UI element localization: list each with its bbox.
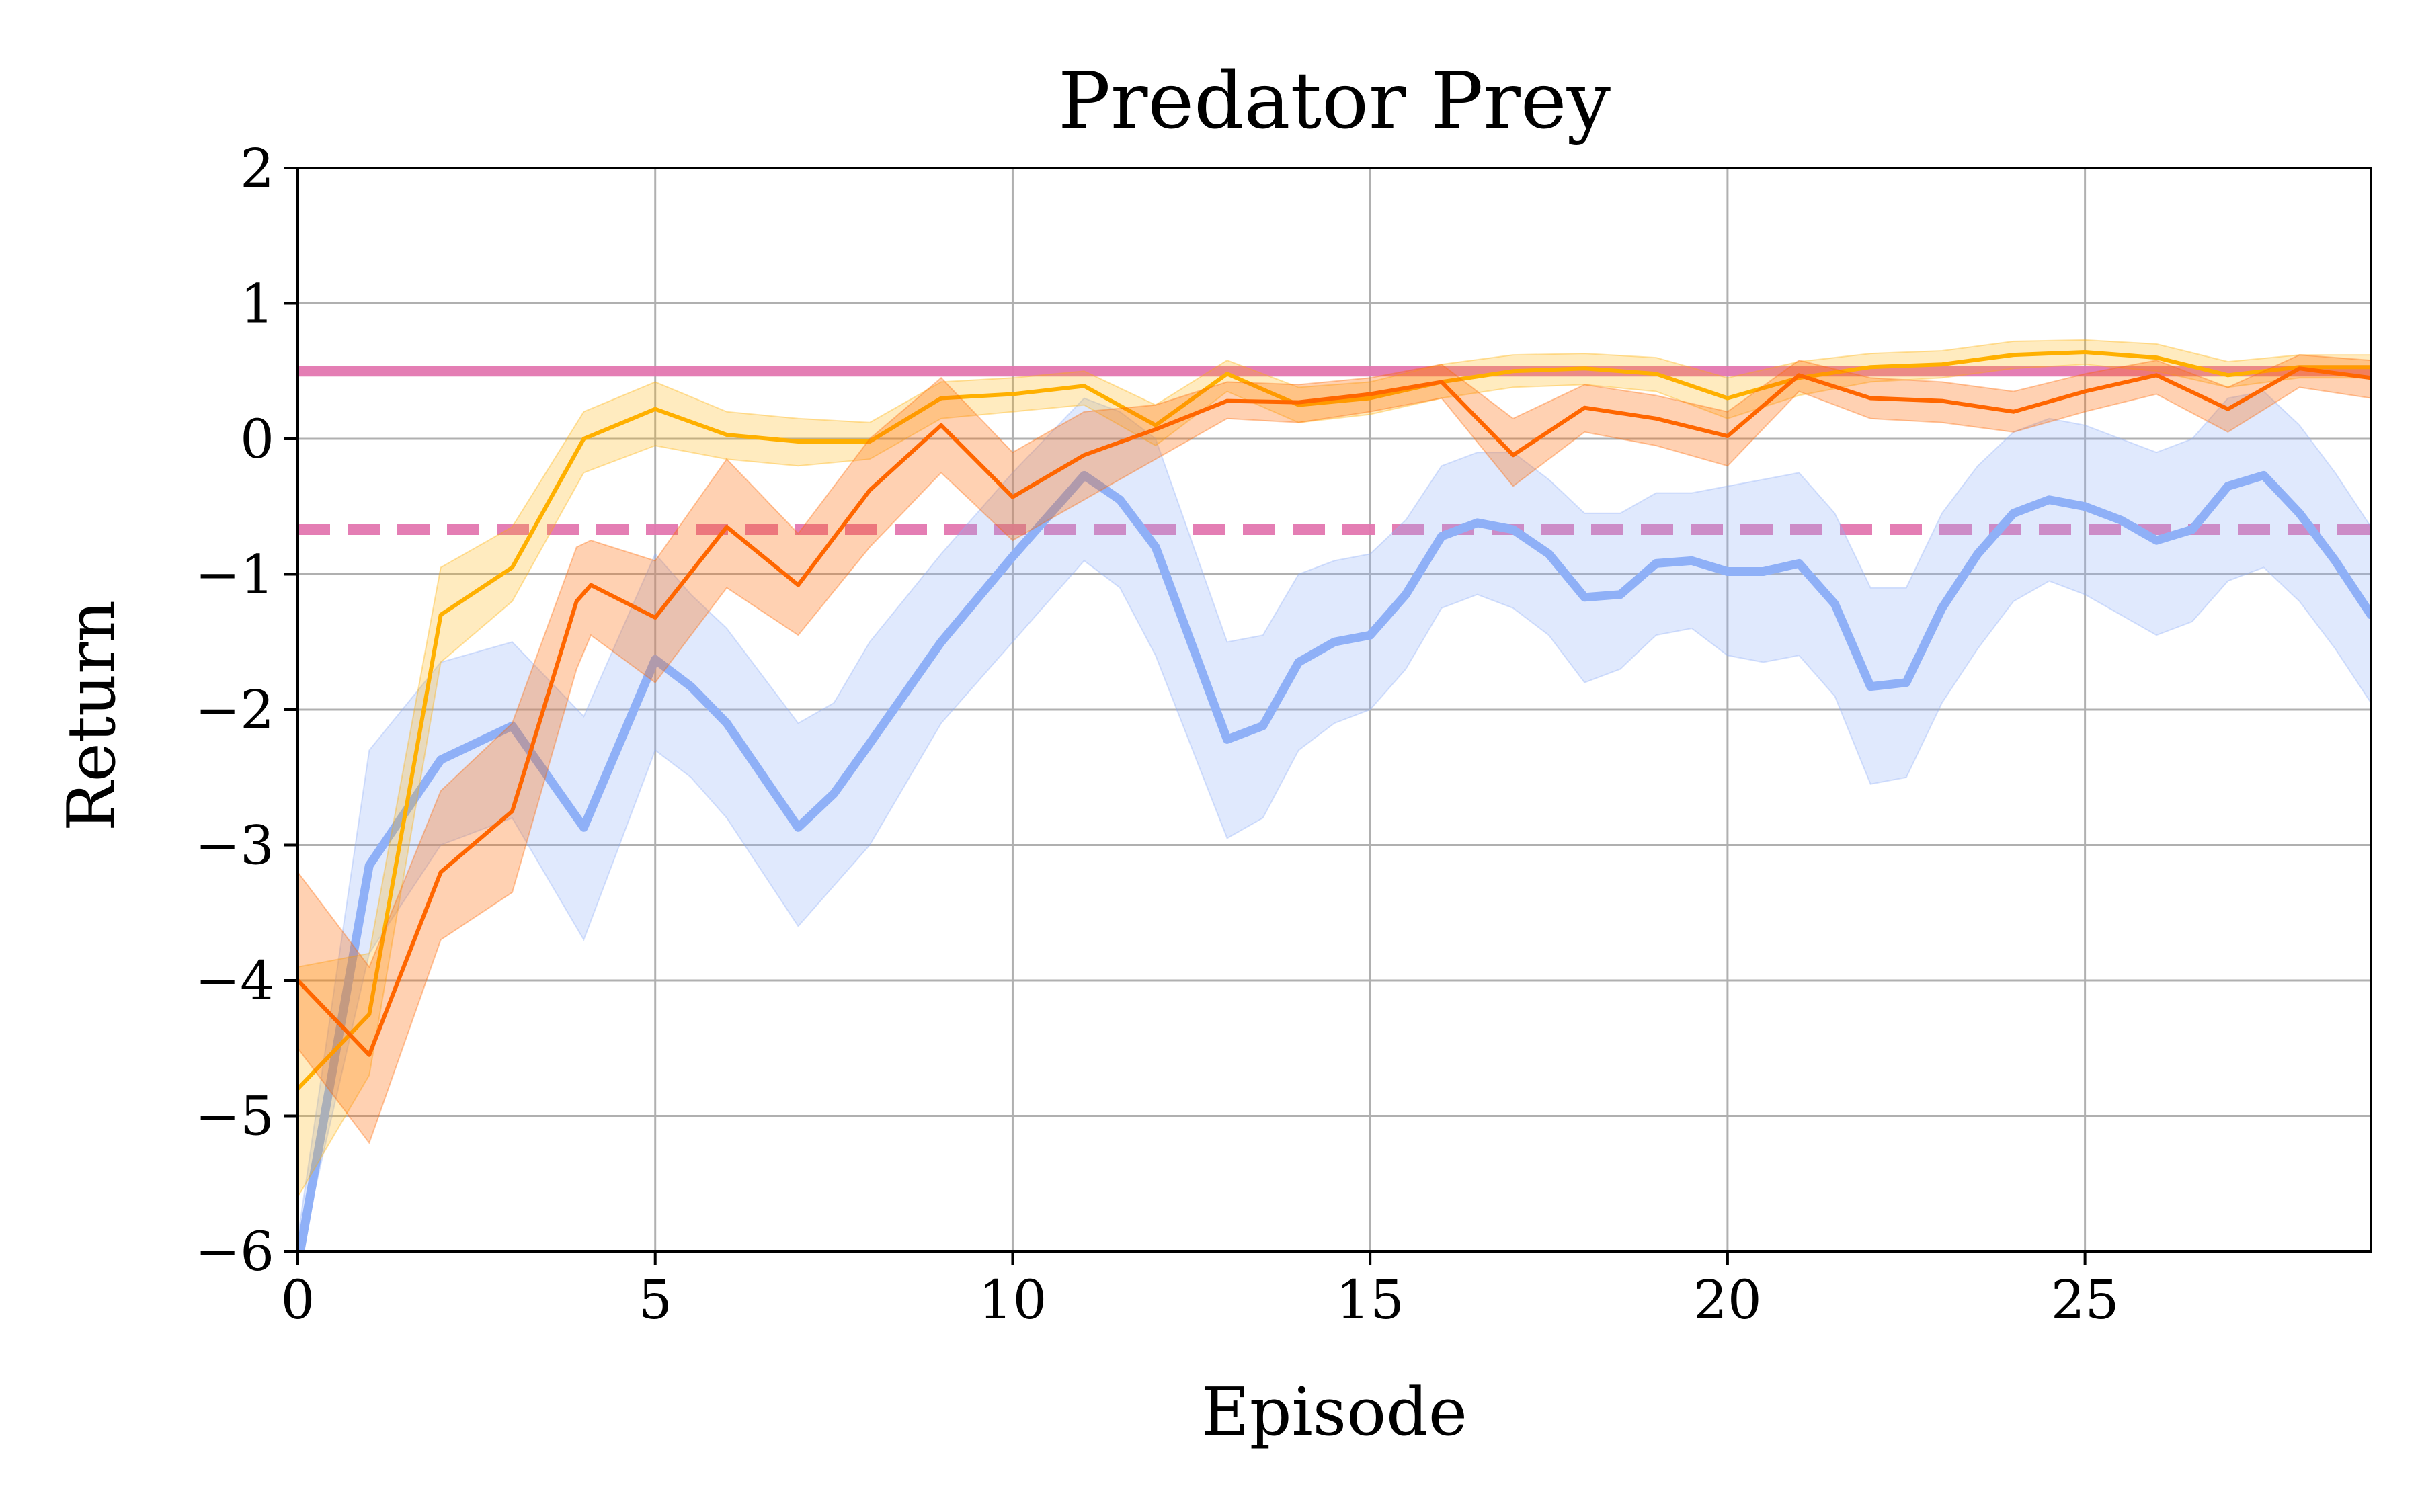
y-axis-label: Return bbox=[54, 600, 130, 831]
plot-data bbox=[298, 339, 2371, 1251]
y-tick-label: −3 bbox=[195, 814, 274, 877]
band-blue bbox=[298, 390, 2371, 1251]
x-tick-label: 15 bbox=[1336, 1269, 1404, 1331]
y-tick-label: −4 bbox=[195, 950, 274, 1012]
chart-title: Predator Prey bbox=[1058, 56, 1611, 146]
x-tick-label: 10 bbox=[979, 1269, 1047, 1331]
x-axis-label: Episode bbox=[1201, 1374, 1467, 1451]
plot-frame bbox=[296, 167, 2372, 1253]
x-tick-label: 20 bbox=[1693, 1269, 1762, 1331]
y-tick-label: −6 bbox=[195, 1220, 274, 1283]
band-yellow bbox=[298, 339, 2371, 1199]
series-line-orange bbox=[298, 366, 2371, 1057]
y-tick-label: −2 bbox=[195, 679, 274, 741]
y-tick-label: −5 bbox=[195, 1085, 274, 1148]
ticks: 0 5 10 15 20 25 −6 −5 −4 −3 −2 −1 0 1 2 bbox=[195, 137, 2119, 1331]
y-tick-label: 2 bbox=[240, 137, 274, 200]
x-tick-label: 25 bbox=[2051, 1269, 2120, 1331]
x-tick-label: 5 bbox=[638, 1269, 672, 1331]
band-orange bbox=[298, 354, 2371, 1144]
y-tick-label: −1 bbox=[195, 544, 274, 606]
x-tick-label: 0 bbox=[281, 1269, 315, 1331]
series-line-yellow bbox=[298, 350, 2371, 1091]
y-tick-label: 0 bbox=[240, 408, 274, 470]
series-line-blue bbox=[298, 470, 2371, 1251]
y-tick-label: 1 bbox=[240, 273, 274, 335]
